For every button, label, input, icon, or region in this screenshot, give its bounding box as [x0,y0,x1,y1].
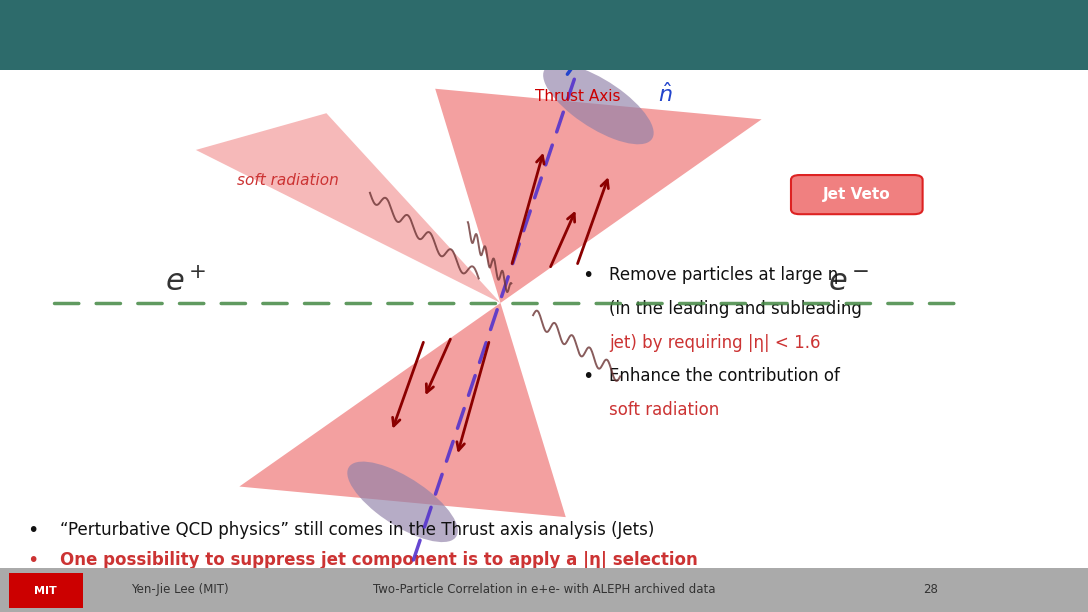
Polygon shape [196,113,500,303]
FancyBboxPatch shape [791,175,923,214]
Text: Thrust Axis: Thrust Axis [535,89,621,104]
Text: Enhance the contribution of: Enhance the contribution of [609,367,840,385]
FancyBboxPatch shape [0,0,1088,70]
Text: MIT: MIT [35,586,57,595]
Text: e$^-$: e$^-$ [828,268,869,297]
Ellipse shape [347,461,458,542]
Text: $\hat{n}$: $\hat{n}$ [658,82,672,105]
Text: jet) by requiring |η| < 1.6: jet) by requiring |η| < 1.6 [609,334,820,351]
Text: (in the leading and subleading: (in the leading and subleading [609,300,862,318]
Text: •: • [27,521,38,540]
Text: •: • [27,551,38,570]
Text: Thrust Axis Analysis with “Barrel Particles”: Thrust Axis Analysis with “Barrel Partic… [134,19,954,52]
Bar [9,573,83,608]
Text: 28: 28 [923,583,938,597]
Text: Two-Particle Correlation in e+e- with ALEPH archived data: Two-Particle Correlation in e+e- with AL… [373,583,715,597]
Text: One possibility to suppress jet component is to apply a |η| selection: One possibility to suppress jet componen… [60,551,697,569]
Ellipse shape [543,64,654,144]
Text: soft radiation: soft radiation [237,173,339,188]
FancyBboxPatch shape [0,568,1088,612]
Text: soft radiation: soft radiation [609,401,719,419]
Polygon shape [435,89,762,303]
Text: Remove particles at large η: Remove particles at large η [609,266,839,284]
Text: “Perturbative QCD physics” still comes in the Thrust axis analysis (Jets): “Perturbative QCD physics” still comes i… [60,521,654,539]
Text: e$^+$: e$^+$ [164,267,206,297]
Text: •: • [582,266,593,285]
Text: Yen-Jie Lee (MIT): Yen-Jie Lee (MIT) [131,583,228,597]
Text: Jet Veto: Jet Veto [823,187,891,202]
Polygon shape [239,303,566,517]
Text: •: • [582,367,593,386]
